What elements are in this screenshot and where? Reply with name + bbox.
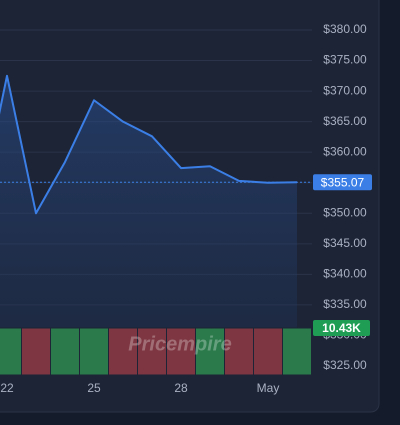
y-tick-label: $375.00 bbox=[323, 53, 367, 67]
y-tick-label: $370.00 bbox=[323, 83, 367, 97]
watermark: Pricempire bbox=[128, 333, 231, 355]
area bbox=[0, 75, 297, 328]
volume-bar bbox=[224, 327, 254, 376]
last-price-label: $355.07 bbox=[321, 175, 365, 189]
y-tick-label: $365.00 bbox=[323, 114, 367, 128]
y-tick-label: $335.00 bbox=[323, 297, 367, 311]
plot-area bbox=[0, 29, 312, 376]
volume-bar bbox=[79, 327, 109, 376]
volume-label-box bbox=[313, 320, 370, 336]
y-tick-label: $345.00 bbox=[323, 236, 367, 250]
volume-bar bbox=[195, 327, 225, 376]
volume-bar bbox=[137, 327, 167, 376]
volume-label: 10.43K bbox=[322, 321, 361, 335]
last-price-box bbox=[313, 174, 372, 191]
y-tick-label: $350.00 bbox=[323, 205, 367, 219]
y-tick-label: $380.00 bbox=[323, 22, 367, 36]
volume-bar bbox=[0, 327, 22, 376]
volume-bar bbox=[21, 327, 51, 376]
y-tick-label: $360.00 bbox=[323, 144, 367, 158]
x-tick-label: 25 bbox=[87, 381, 101, 395]
volume-bar bbox=[50, 327, 80, 376]
price-line bbox=[0, 74, 298, 215]
x-tick-label: May bbox=[257, 381, 280, 395]
y-tick-label: $325.00 bbox=[323, 358, 367, 372]
volume-bar bbox=[166, 327, 196, 376]
x-tick-label: 22 bbox=[0, 381, 14, 395]
volume-bar bbox=[108, 327, 138, 376]
volume-bar bbox=[282, 327, 312, 376]
x-tick-label: 28 bbox=[174, 381, 188, 395]
y-tick-label: $340.00 bbox=[323, 267, 367, 281]
volume-bar bbox=[253, 327, 283, 376]
